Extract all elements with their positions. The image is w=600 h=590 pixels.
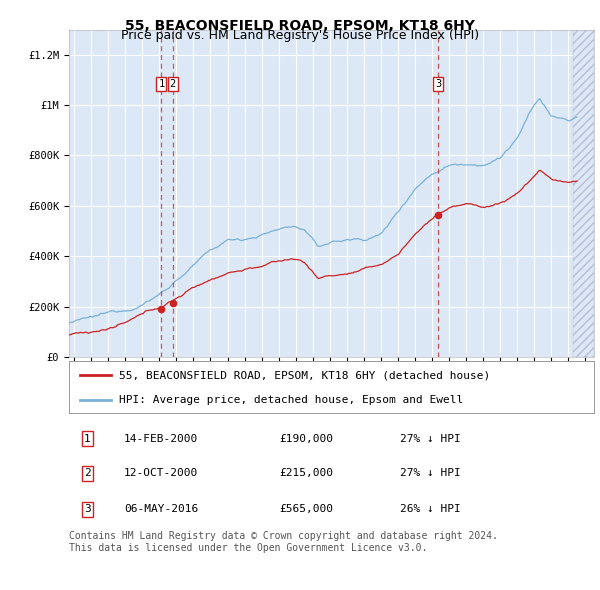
Text: 14-FEB-2000: 14-FEB-2000 xyxy=(124,434,199,444)
Text: 55, BEACONSFIELD ROAD, EPSOM, KT18 6HY: 55, BEACONSFIELD ROAD, EPSOM, KT18 6HY xyxy=(125,19,475,33)
Text: 3: 3 xyxy=(435,78,441,88)
Text: 3: 3 xyxy=(84,504,91,514)
Text: Contains HM Land Registry data © Crown copyright and database right 2024.
This d: Contains HM Land Registry data © Crown c… xyxy=(69,531,498,553)
Bar xyxy=(572,30,594,357)
Text: 55, BEACONSFIELD ROAD, EPSOM, KT18 6HY (detached house): 55, BEACONSFIELD ROAD, EPSOM, KT18 6HY (… xyxy=(119,370,490,380)
Text: 27% ↓ HPI: 27% ↓ HPI xyxy=(400,434,461,444)
Text: 2: 2 xyxy=(84,468,91,478)
Text: 12-OCT-2000: 12-OCT-2000 xyxy=(124,468,199,478)
Text: 1: 1 xyxy=(158,78,164,88)
Text: £190,000: £190,000 xyxy=(279,434,333,444)
Text: 2: 2 xyxy=(170,78,176,88)
Text: £565,000: £565,000 xyxy=(279,504,333,514)
Text: 1: 1 xyxy=(84,434,91,444)
Text: £215,000: £215,000 xyxy=(279,468,333,478)
Text: 26% ↓ HPI: 26% ↓ HPI xyxy=(400,504,461,514)
Text: HPI: Average price, detached house, Epsom and Ewell: HPI: Average price, detached house, Epso… xyxy=(119,395,463,405)
Bar xyxy=(572,30,594,357)
Text: Price paid vs. HM Land Registry's House Price Index (HPI): Price paid vs. HM Land Registry's House … xyxy=(121,30,479,42)
Text: 27% ↓ HPI: 27% ↓ HPI xyxy=(400,468,461,478)
Text: 06-MAY-2016: 06-MAY-2016 xyxy=(124,504,199,514)
